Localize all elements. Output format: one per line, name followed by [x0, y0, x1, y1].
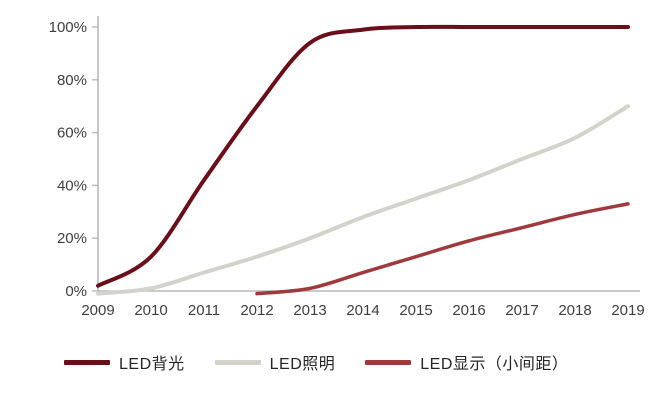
x-tick-label: 2011 — [188, 302, 220, 319]
x-tick-label: 2010 — [134, 302, 167, 319]
legend-label: LED显示（小间距） — [420, 356, 569, 373]
series-line — [96, 24, 630, 288]
legend-label: LED照明 — [269, 356, 336, 373]
legend-swatch — [214, 359, 261, 365]
y-tick-label: 60% — [57, 125, 87, 142]
series-line — [96, 104, 630, 296]
legend-item: LED显示（小间距） — [365, 350, 568, 374]
x-tick-label: 2018 — [558, 302, 591, 319]
legend-item: LED背光 — [64, 350, 185, 374]
x-tick-label: 2015 — [399, 302, 432, 319]
x-tick-label: 2016 — [452, 302, 485, 319]
y-tick-label: 20% — [57, 230, 87, 247]
x-tick-label: 2012 — [240, 302, 273, 319]
x-tick-label: 2009 — [81, 302, 114, 319]
y-tick-label: 100% — [49, 19, 87, 36]
chart-legend: LED背光 LED照明 LED显示（小间距） — [0, 350, 671, 374]
x-tick-label: 2017 — [505, 302, 538, 319]
legend-swatch — [365, 359, 412, 365]
x-tick-label: 2013 — [293, 302, 326, 319]
y-tick-label: 80% — [57, 72, 87, 89]
y-tick-label: 40% — [57, 177, 87, 194]
y-tick-label: 0% — [65, 283, 87, 300]
series-line — [255, 202, 630, 296]
line-chart-canvas: 0% 20% 40% 60% 80% 100% 2009 2010 2011 2012 2013 20… — [49, 16, 645, 319]
legend-item: LED照明 — [214, 350, 336, 374]
legend-label: LED背光 — [119, 356, 185, 373]
x-tick-label: 2019 — [611, 302, 644, 319]
legend-swatch — [64, 359, 110, 365]
x-tick-label: 2014 — [346, 302, 379, 319]
